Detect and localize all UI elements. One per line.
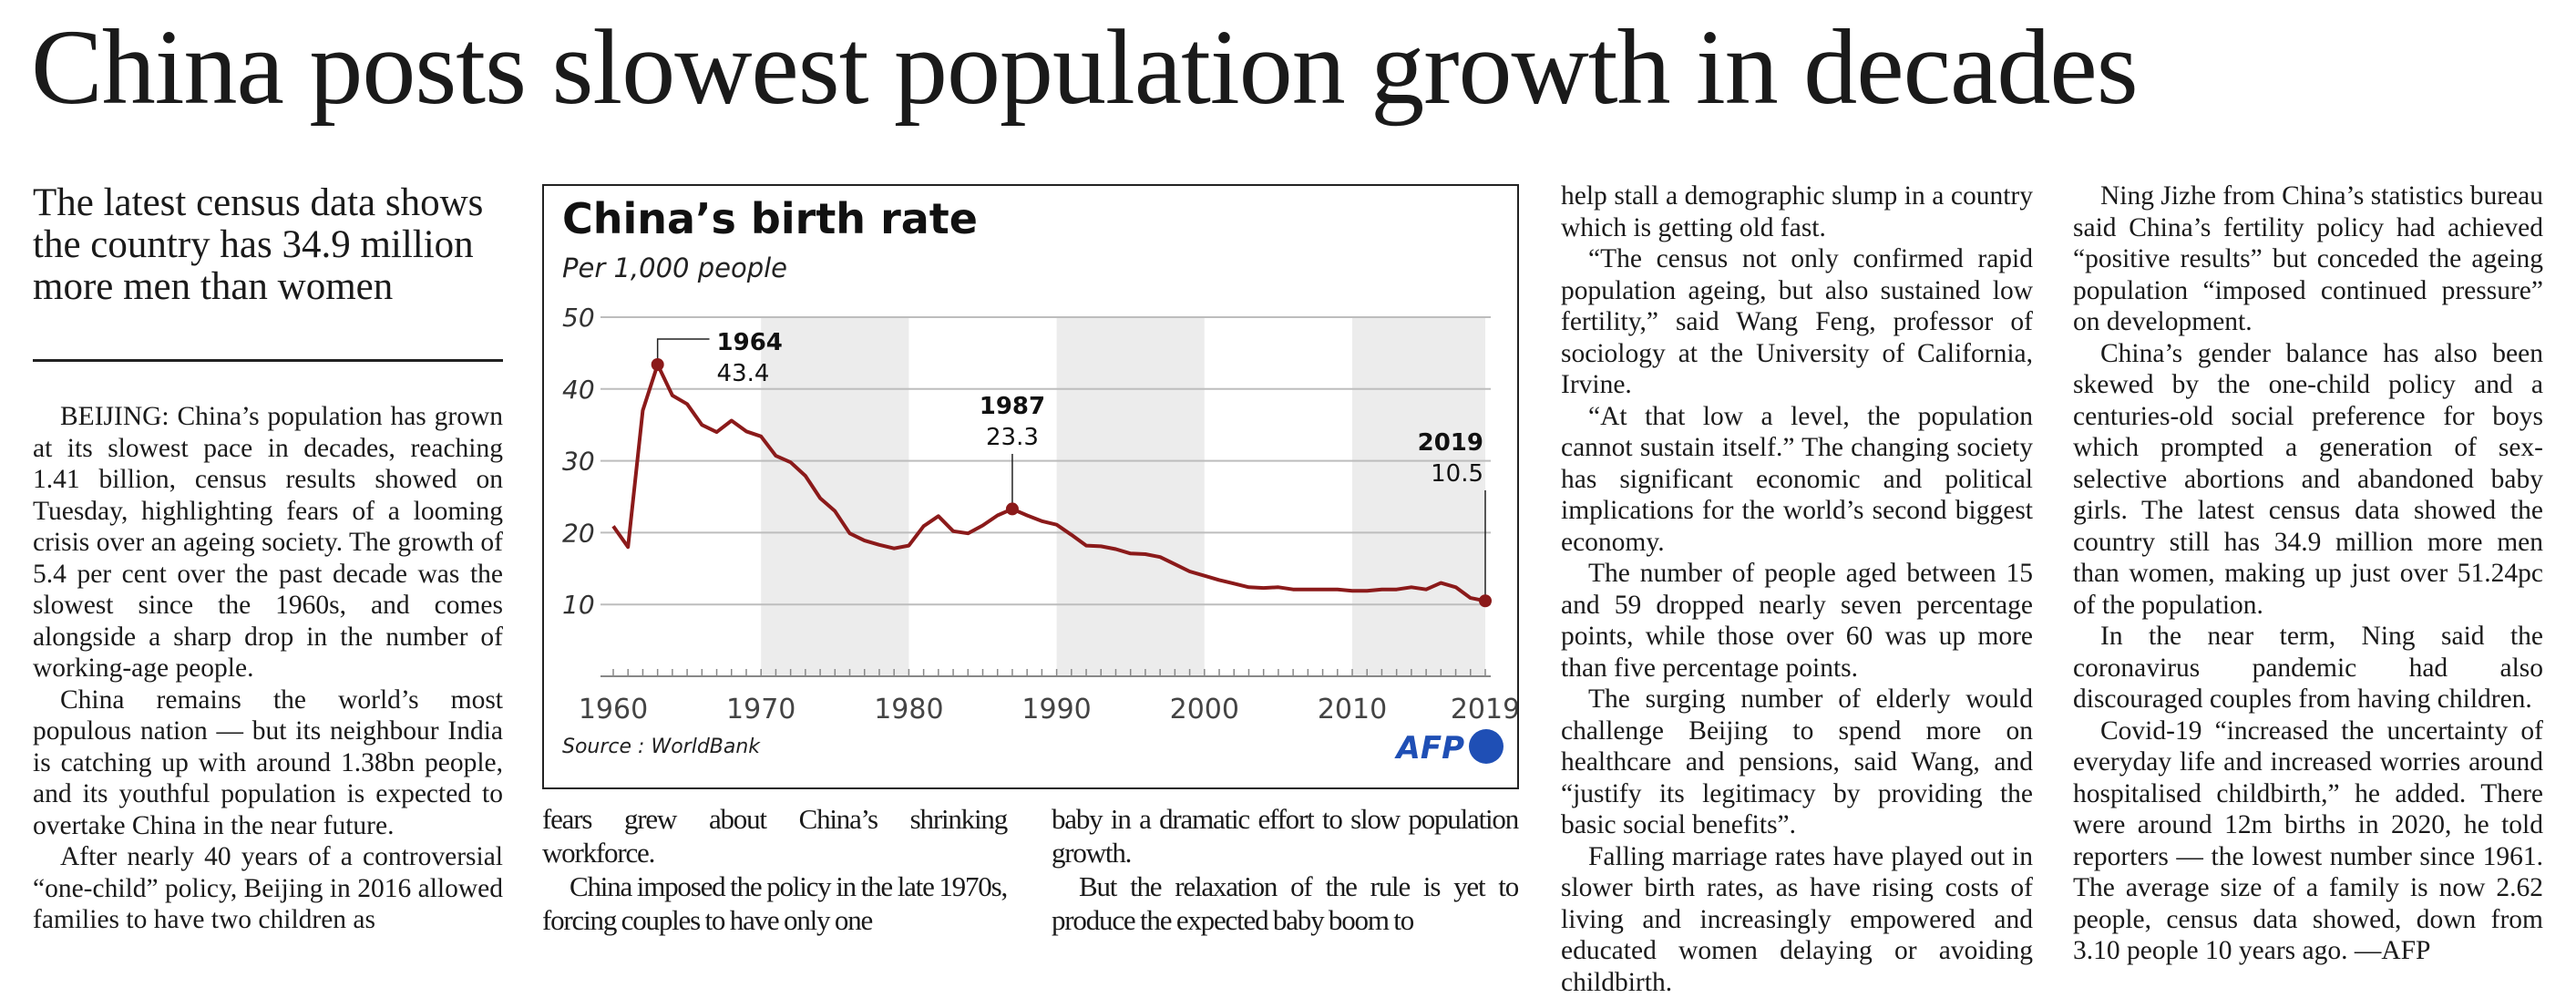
y-tick-label: 50 — [562, 303, 595, 333]
annotation-marker — [1006, 502, 1019, 515]
annotation-value: 23.3 — [986, 424, 1039, 451]
y-tick-label: 30 — [562, 447, 595, 477]
x-tick-label: 1980 — [874, 694, 943, 725]
paragraph: After nearly 40 years of a controversial… — [33, 841, 503, 936]
chart-title: China’s birth rate — [562, 194, 978, 243]
annotation-year: 2019 — [1418, 429, 1483, 457]
paragraph: The surging number of elderly would chal… — [1561, 684, 2033, 841]
paragraph: Covid-19 “increased the uncertainty of e… — [2073, 715, 2543, 967]
annotation-marker — [652, 358, 664, 371]
paragraph: BEIJING: China’s population has grown at… — [33, 401, 503, 684]
y-tick-label: 10 — [562, 590, 595, 620]
chart-source: Source : WorldBank — [562, 736, 761, 758]
paragraph: “The census not only confirmed rapid pop… — [1561, 243, 2033, 401]
paragraph: baby in a dramatic effort to slow popula… — [1052, 802, 1518, 869]
x-tick-label: 2010 — [1318, 694, 1387, 725]
paragraph: China imposed the policy in the late 197… — [542, 869, 1007, 937]
paragraph: In the near term, Ning said the coronavi… — [2073, 621, 2543, 715]
annotation-marker — [1479, 594, 1492, 607]
paragraph: “At that low a level, the population can… — [1561, 401, 2033, 559]
paragraph: The number of people aged between 15 and… — [1561, 558, 2033, 684]
article-column-3: help stall a demographic slump in a coun… — [1561, 180, 2033, 998]
decade-shade — [1057, 317, 1205, 676]
x-tick-label: 2000 — [1170, 694, 1239, 725]
decade-shade — [1352, 317, 1485, 676]
paragraph: Falling marriage rates have played out i… — [1561, 841, 2033, 998]
y-tick-label: 40 — [562, 375, 595, 405]
annotation-year: 1987 — [980, 393, 1045, 420]
x-tick-label: 2019 — [1451, 694, 1517, 725]
paragraph: But the relaxation of the rule is yet to… — [1052, 869, 1518, 937]
headline: China posts slowest population growth in… — [31, 13, 2138, 122]
article-column-2a: fears grew about China’s shrinking workf… — [542, 802, 1007, 937]
annotation-year: 1964 — [717, 329, 783, 356]
paragraph: China remains the world’s most populous … — [33, 684, 503, 842]
chart-subtitle: Per 1,000 people — [562, 252, 787, 283]
article-column-2b: baby in a dramatic effort to slow popula… — [1052, 802, 1518, 937]
svg-text:AFP: AFP — [1394, 730, 1465, 767]
annotation-value: 43.4 — [717, 360, 770, 387]
annotation-leader — [658, 339, 710, 365]
paragraph: China’s gender balance has also been ske… — [2073, 338, 2543, 622]
paragraph: fears grew about China’s shrinking workf… — [542, 802, 1007, 869]
afp-logo: AFP — [1394, 729, 1504, 767]
paragraph: Ning Jizhe from China’s statistics burea… — [2073, 180, 2543, 338]
decade-shade — [761, 317, 908, 676]
annotation-value: 10.5 — [1431, 460, 1483, 488]
y-tick-label: 20 — [562, 518, 595, 548]
subhead-divider — [33, 359, 503, 362]
x-tick-label: 1990 — [1021, 694, 1091, 725]
x-tick-label: 1960 — [579, 694, 648, 725]
paragraph: help stall a demographic slump in a coun… — [1561, 180, 2033, 243]
x-tick-label: 1970 — [726, 694, 795, 725]
article-column-4: Ning Jizhe from China’s statistics burea… — [2073, 180, 2543, 967]
subhead: The latest census data shows the country… — [33, 182, 499, 308]
article-column-1: BEIJING: China’s population has grown at… — [33, 401, 503, 936]
